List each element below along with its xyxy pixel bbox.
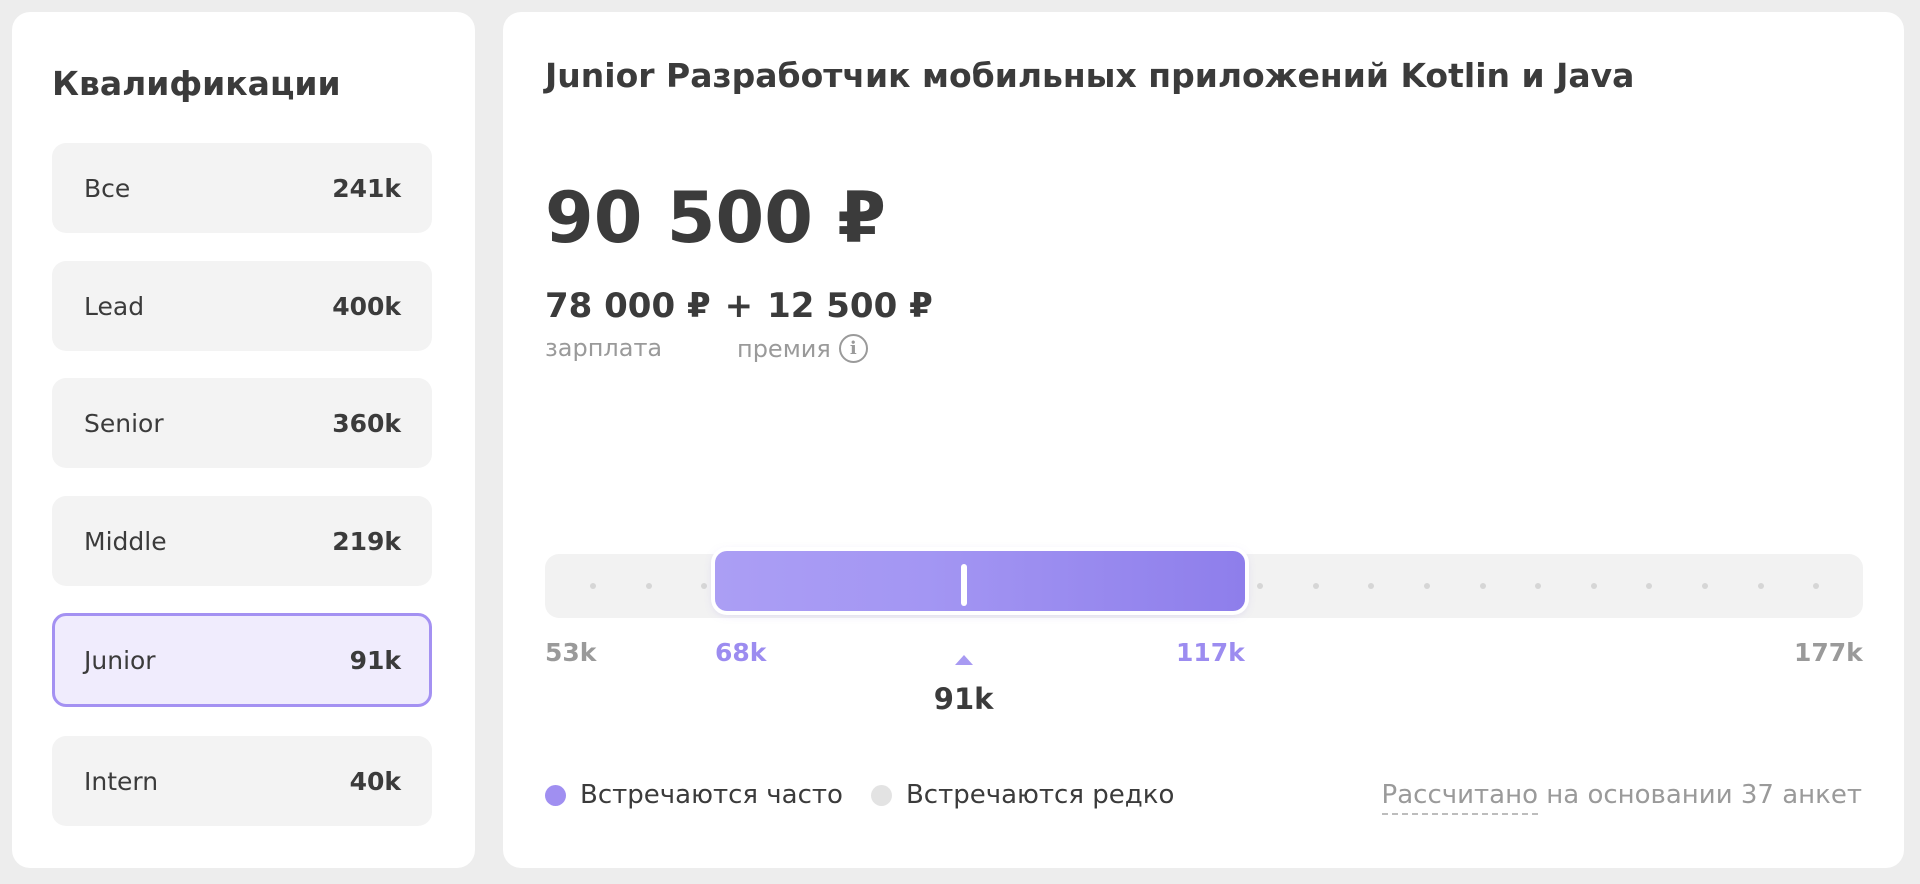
qualification-value: 91k [349,645,401,675]
qualifications-panel: Квалификации Все 241k Lead 400k Senior 3… [12,12,475,868]
salary-panel: Junior Разработчик мобильных приложений … [503,12,1904,868]
range-high-label: 117k [1176,638,1245,667]
median-indicator [960,564,967,606]
legend: Встречаются часто Встречаются редко [545,780,1202,810]
legend-frequent-label: Встречаются часто [580,780,843,810]
median-triangle-icon [954,655,973,665]
rare-dot-icon [870,784,892,806]
footnote-text: на основании 37 анкет [1537,780,1862,810]
qualification-item-lead[interactable]: Lead 400k [52,261,432,351]
total-salary: 90 500 ₽ [545,177,886,259]
qualification-value: 40k [349,766,401,796]
track-dot [590,583,596,589]
base-salary-label: зарплата [545,334,663,362]
track-dot [1757,583,1764,589]
qualification-label: Intern [84,766,159,796]
track-dot [1813,583,1820,589]
track-dot [701,583,708,589]
qualifications-title: Квалификации [52,64,341,103]
track-dot [1646,583,1653,589]
range-max-label: 177k [1794,638,1863,667]
bonus-label: премия i [737,334,868,363]
bonus-value: 12 500 ₽ [767,286,933,326]
legend-rare-label: Встречаются редко [905,780,1175,810]
qualification-label: Все [84,173,131,203]
frequent-dot-icon [545,784,566,806]
plus-sign: + [724,286,754,326]
qualification-item-junior[interactable]: Junior 91k [52,613,432,707]
track-dot [1702,583,1708,589]
qualification-label: Middle [84,526,167,556]
legend-frequent: Встречаются часто [545,780,843,810]
calculation-link[interactable]: Рассчитано [1381,780,1538,815]
qualification-value: 360k [332,408,401,438]
qualification-label: Lead [84,291,145,321]
track-dot [1368,583,1375,589]
track-dot [1535,583,1542,589]
qualification-label: Senior [84,408,164,438]
info-icon[interactable]: i [838,334,868,363]
range-min-label: 53k [545,638,597,667]
track-dot [1312,583,1319,589]
median-label: 91k [933,682,994,716]
qualification-item-senior[interactable]: Senior 360k [52,378,432,468]
track-dot [1590,583,1597,589]
salary-breakdown: 78 000 ₽ + 12 500 ₽ [545,286,933,326]
qualification-item-middle[interactable]: Middle 219k [52,496,432,586]
track-dot [1424,583,1430,589]
job-title: Junior Разработчик мобильных приложений … [545,56,1635,95]
qualification-label: Junior [84,645,156,675]
footnote: Рассчитано на основании 37 анкет [1381,780,1862,815]
track-dot [645,583,652,589]
qualification-value: 241k [332,173,401,203]
qualification-item-intern[interactable]: Intern 40k [52,736,432,826]
base-salary-value: 78 000 ₽ [545,286,711,326]
legend-rare: Встречаются редко [870,780,1175,810]
qualification-item-all[interactable]: Все 241k [52,143,432,233]
frequent-salary-range [715,551,1245,611]
qualification-value: 400k [332,291,401,321]
track-dot [1479,583,1486,589]
range-low-label: 68k [715,638,767,667]
qualification-value: 219k [332,526,401,556]
track-dot [1257,583,1264,589]
salary-range-track [545,551,1863,618]
